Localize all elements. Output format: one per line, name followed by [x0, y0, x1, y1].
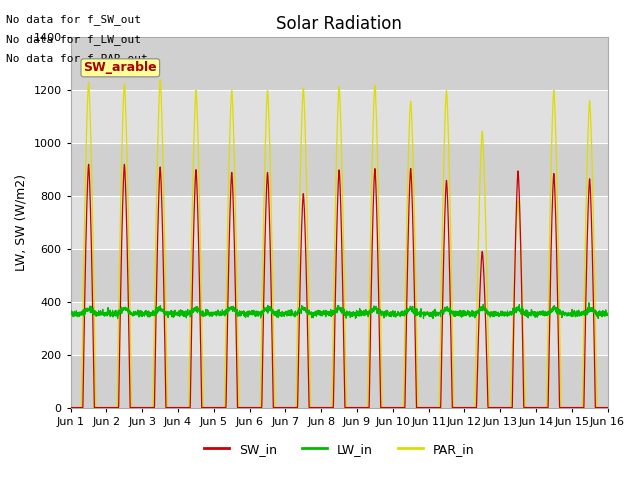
Text: No data for f_SW_out: No data for f_SW_out: [6, 14, 141, 25]
Bar: [70, 249, 607, 302]
Bar: [70, 90, 607, 143]
Bar: [70, 302, 607, 355]
Text: No data for f_PAR_out: No data for f_PAR_out: [6, 53, 148, 64]
Text: SW_arable: SW_arable: [83, 61, 157, 74]
Y-axis label: LW, SW (W/m2): LW, SW (W/m2): [15, 174, 28, 271]
Text: No data for f_LW_out: No data for f_LW_out: [6, 34, 141, 45]
Bar: [70, 196, 607, 249]
Legend: SW_in, LW_in, PAR_in: SW_in, LW_in, PAR_in: [199, 438, 479, 461]
Bar: [70, 143, 607, 196]
Bar: [70, 37, 607, 90]
Title: Solar Radiation: Solar Radiation: [276, 15, 402, 33]
Bar: [70, 355, 607, 408]
